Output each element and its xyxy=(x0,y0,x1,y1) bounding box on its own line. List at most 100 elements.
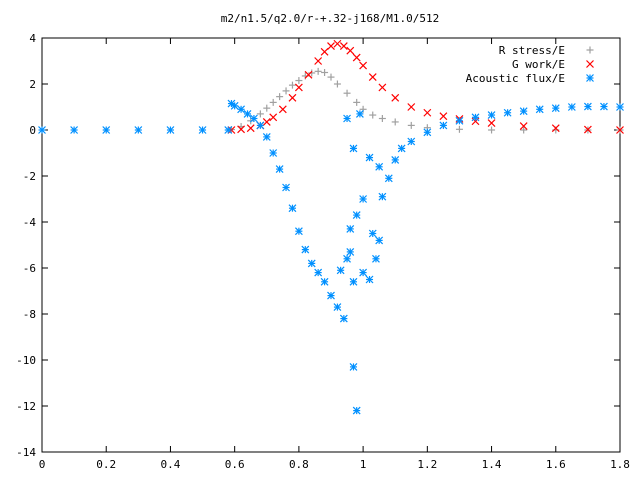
y-tick-label: 2 xyxy=(29,78,36,91)
chart-title: m2/n1.5/q2.0/r-+.32-j168/M1.0/512 xyxy=(221,12,440,25)
data-point xyxy=(384,174,393,183)
data-point xyxy=(359,195,368,203)
x-tick-label: 1.4 xyxy=(482,458,502,471)
legend-marker xyxy=(586,60,594,68)
data-point xyxy=(391,93,400,102)
y-tick-label: -6 xyxy=(23,262,36,275)
data-point xyxy=(301,245,310,254)
data-point xyxy=(294,83,303,92)
data-point xyxy=(365,275,374,284)
data-point xyxy=(269,149,278,157)
data-point xyxy=(583,102,592,111)
data-point xyxy=(343,254,351,263)
data-point xyxy=(230,101,239,110)
data-point xyxy=(423,128,432,137)
data-point xyxy=(359,268,368,277)
data-point xyxy=(308,69,316,77)
data-point xyxy=(519,107,528,116)
x-tick-labels: 0 0.2 0.4 0.6 0.8 1 1.2 1.4 1.6 1.8 xyxy=(39,458,630,471)
data-point xyxy=(455,116,464,125)
y-tick-label: -8 xyxy=(23,308,36,321)
data-point xyxy=(250,114,258,123)
y-tick-label: 0 xyxy=(29,124,36,137)
y-tick-label: -14 xyxy=(16,446,36,459)
data-marks xyxy=(38,39,624,415)
data-point xyxy=(276,93,284,101)
data-point xyxy=(243,109,252,118)
plot-frame xyxy=(41,37,621,453)
data-point xyxy=(368,73,377,82)
data-point xyxy=(339,42,348,50)
data-point xyxy=(227,99,236,108)
data-point xyxy=(288,93,297,102)
x-tick-label: 1 xyxy=(360,458,367,471)
data-point xyxy=(339,314,348,323)
data-point xyxy=(237,125,246,134)
data-point xyxy=(38,126,46,134)
data-point xyxy=(336,266,345,275)
data-point xyxy=(365,153,374,162)
data-point xyxy=(375,162,384,171)
y-tick-label: -12 xyxy=(16,400,36,413)
data-point xyxy=(551,124,560,133)
data-point xyxy=(346,224,355,233)
data-point xyxy=(102,126,111,134)
data-point xyxy=(352,211,361,220)
legend-marker xyxy=(586,46,594,54)
data-point xyxy=(471,113,480,122)
series-2 xyxy=(38,99,624,415)
data-point xyxy=(307,259,316,268)
data-point xyxy=(488,126,496,134)
data-point xyxy=(282,183,290,192)
data-point xyxy=(224,126,233,134)
data-point xyxy=(349,362,358,371)
data-point xyxy=(372,254,380,263)
data-point xyxy=(487,111,496,119)
data-point xyxy=(503,108,512,117)
data-point xyxy=(397,144,406,153)
data-point xyxy=(166,126,175,134)
data-point xyxy=(314,268,323,277)
legend-label: Acoustic flux/E xyxy=(466,72,565,85)
data-point xyxy=(391,118,399,126)
data-point xyxy=(333,80,341,88)
data-point xyxy=(551,104,560,113)
data-point xyxy=(275,165,284,174)
data-point xyxy=(369,111,377,119)
legend-label: R stress/E xyxy=(499,44,565,57)
data-point xyxy=(616,103,624,111)
data-point xyxy=(327,42,335,50)
data-point xyxy=(314,67,322,75)
x-tick-label: 1.6 xyxy=(546,458,566,471)
data-point xyxy=(333,303,342,312)
data-point xyxy=(321,69,329,76)
data-point xyxy=(368,229,377,238)
y-tick-label: 4 xyxy=(29,32,36,45)
data-point xyxy=(327,291,335,300)
data-point xyxy=(616,126,624,134)
legend-marker xyxy=(586,74,594,82)
data-point xyxy=(256,121,265,130)
data-point xyxy=(455,125,463,133)
y-tick-label: -2 xyxy=(23,170,36,183)
data-point xyxy=(439,121,448,130)
x-tick-label: 0.2 xyxy=(96,458,116,471)
x-tick-label: 1.2 xyxy=(417,458,437,471)
data-point xyxy=(355,109,364,118)
data-point xyxy=(320,47,329,56)
data-point xyxy=(520,126,528,134)
data-point xyxy=(391,155,400,164)
data-point xyxy=(487,119,496,128)
data-point xyxy=(256,110,264,118)
data-point xyxy=(359,105,367,113)
x-tick-label: 0 xyxy=(39,458,46,471)
data-point xyxy=(320,277,329,286)
data-point xyxy=(600,102,608,111)
x-tick-label: 0.8 xyxy=(289,458,309,471)
data-point xyxy=(295,77,303,85)
data-point xyxy=(349,277,358,286)
data-point xyxy=(262,132,271,141)
legend-label: G work/E xyxy=(512,58,565,71)
y-tick-label: -4 xyxy=(23,216,37,229)
